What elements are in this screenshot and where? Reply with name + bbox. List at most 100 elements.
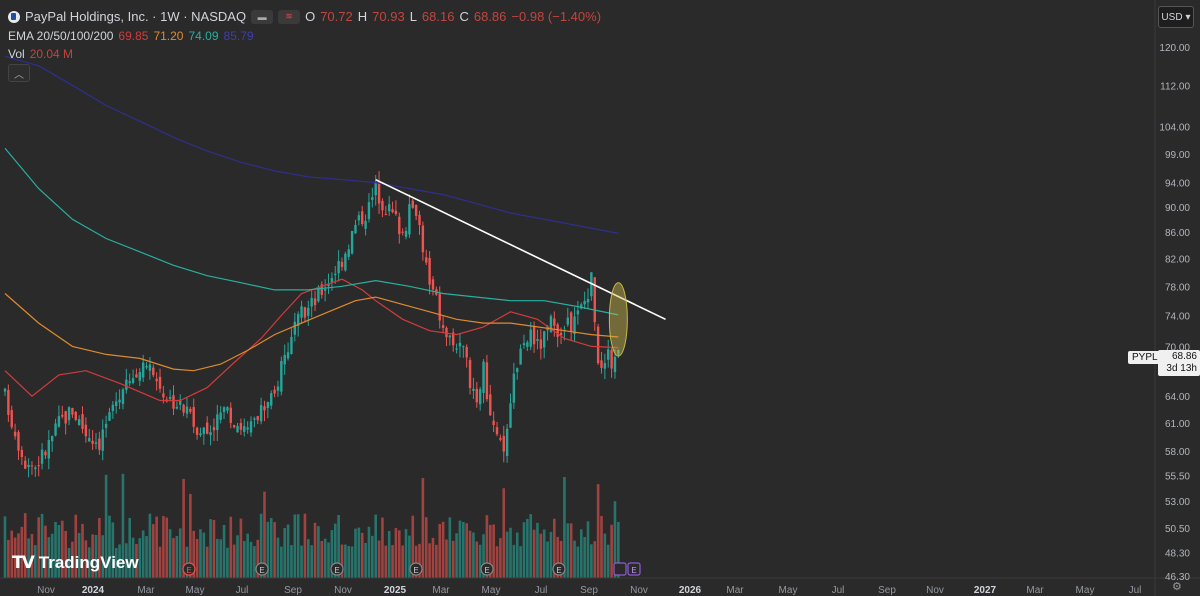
volume-bar [327,542,330,578]
y-tick-label: 112.00 [1160,81,1190,92]
volume-bar [586,521,590,578]
candle-body [168,397,172,399]
candle-body [219,412,222,420]
volume-bar [101,535,105,578]
candle-body [259,405,263,422]
ema50-value: 71.20 [153,29,184,43]
volume-bar [162,515,165,578]
vol-label: Vol [8,47,25,61]
candle-body [141,362,145,378]
volume-bar [465,523,468,578]
candle-body [354,224,357,234]
volume-bar [566,523,570,578]
candle-body [115,401,118,407]
x-tick-label: Nov [37,585,55,596]
currency-button[interactable]: USD ▾ [1158,6,1194,28]
ema200-value: 85.79 [223,29,254,43]
time-axis[interactable]: Nov 2024 Mar May Jul Sep Nov 2025 Mar May Jul Sep No… [37,585,1141,596]
candle-body [310,297,313,307]
volume-bar [236,535,239,578]
volume-bar [205,546,209,578]
volume-bar [414,545,418,578]
candle-body [549,316,553,332]
trendline [375,178,666,321]
volume-bar [27,538,30,578]
flag-icon[interactable]: ≋ [278,9,301,24]
candle-body [543,331,546,348]
candle-body [317,287,320,302]
candle-body [586,298,590,303]
candle-body [290,336,293,355]
collapse-legend-button[interactable]: ︿ [8,64,30,82]
volume-bar [600,516,603,578]
volume-bar [371,535,374,578]
volume-legend[interactable]: Vol 20.04 M [8,47,73,61]
volume-bar [172,538,175,578]
candle-body [377,181,381,204]
volume-bar [111,522,115,578]
candle-body [404,230,408,237]
candle-body [556,324,559,337]
volume-bar [242,540,246,578]
candle-body [98,438,101,450]
volume-bar [333,523,337,578]
candle-body [408,204,411,235]
gear-icon[interactable]: ⚙ [1172,581,1182,593]
y-tick-label: 70.00 [1165,342,1190,353]
candle-body [84,424,88,437]
volume-bar [354,528,357,578]
candle-body [327,283,330,287]
volume-bar [222,524,226,578]
tradingview-logo[interactable]: 𝗧𝗩 TradingView [12,553,139,573]
volume-bar [617,521,620,578]
candle-body [162,393,165,398]
candle-body [569,312,573,332]
volume-bar [583,536,586,578]
symbol-legend[interactable]: PayPal Holdings, Inc. · 1W · NASDAQ ▬ ≋ … [8,9,601,24]
volume-bar [381,517,384,578]
x-tick-label: Mar [726,585,744,596]
y-tick-label: 104.00 [1159,122,1190,133]
volume-bar [411,515,415,578]
candle-body [384,214,388,216]
volume-bar [445,539,448,578]
volume-bar [131,537,135,578]
compare-icon[interactable]: ▬ [251,9,274,24]
candle-body [226,407,229,411]
volume-bar [404,529,408,578]
candle-body [30,465,34,467]
candle-body [216,414,219,431]
candle-body [189,408,192,412]
candle-body [61,414,64,417]
volume-bar [91,534,94,578]
volume-bar [492,524,495,578]
candle-body [323,289,327,291]
volume-bar [40,513,44,578]
volume-bar [529,514,533,578]
x-tick-label: 2024 [82,585,105,596]
vol-value: 20.04 M [29,47,74,61]
volume-bar [347,546,351,578]
candle-body [253,418,256,420]
candle-body [553,318,556,326]
candle-body [455,348,458,350]
candle-body [573,316,576,335]
y-tick-label: 61.00 [1165,419,1190,430]
volume-bar [394,528,398,578]
volume-bar [522,522,526,578]
candle-body [603,363,607,369]
candle-body [576,310,580,315]
candle-body [40,449,44,464]
candle-body [347,249,350,257]
price-axis[interactable]: 120.00 112.00 104.00 99.00 94.00 90.00 86.00 82… [1159,43,1190,583]
x-tick-label: Mar [137,585,155,596]
candle-body [600,360,603,368]
candle-body [128,381,131,384]
volume-bar [182,478,185,578]
candle-body [94,442,98,444]
volume-bar [451,540,455,578]
volume-bar [185,546,189,578]
candle-body [236,426,239,433]
ema-legend[interactable]: EMA 20/50/100/200 69.85 71.20 74.09 85.7… [8,29,254,43]
